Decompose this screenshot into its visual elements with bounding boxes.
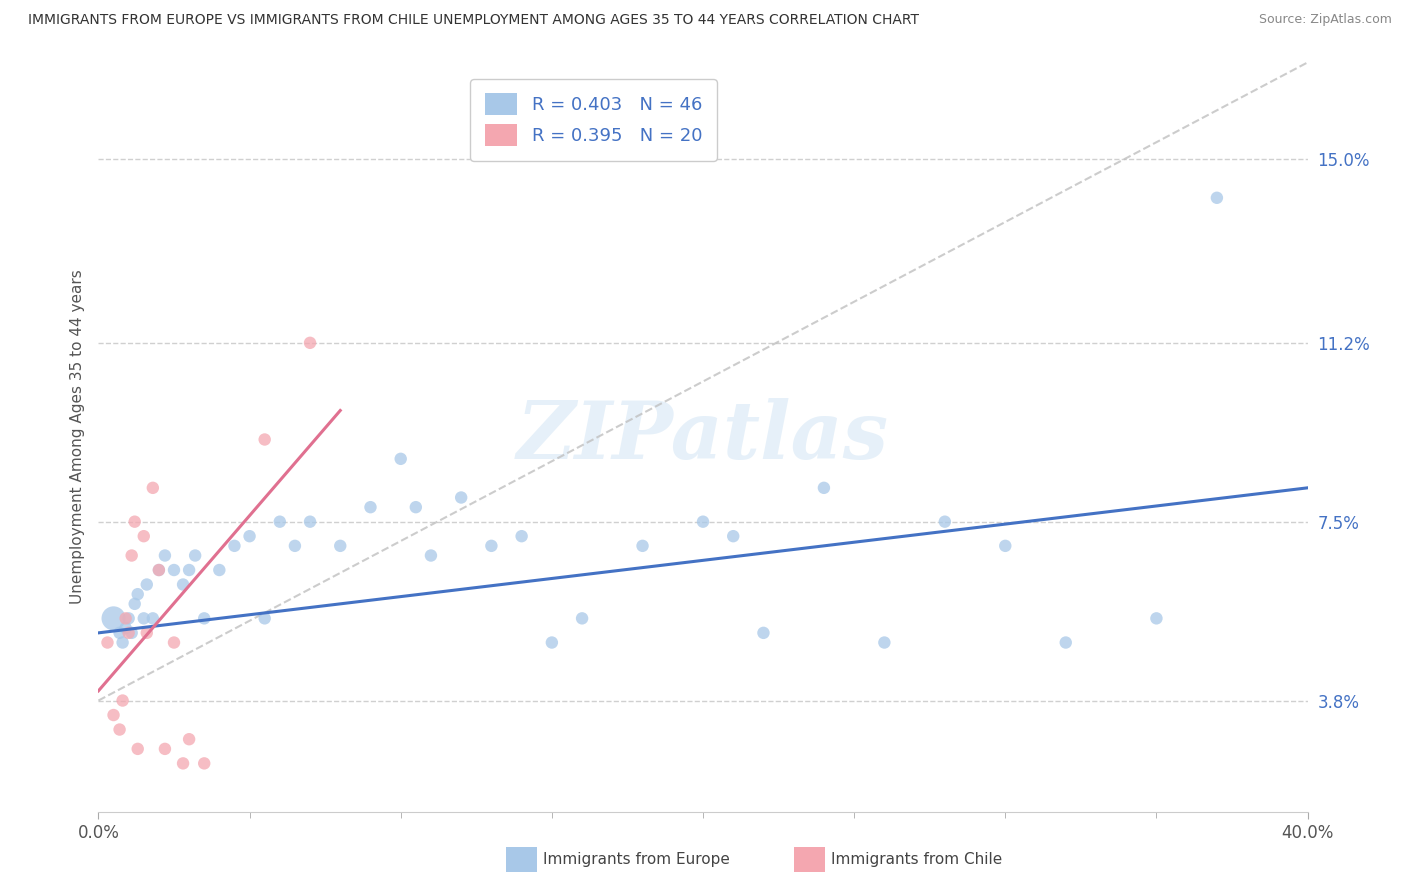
Point — [121, 549, 143, 563]
Point — [692, 515, 714, 529]
Point — [208, 563, 231, 577]
Point — [103, 708, 125, 723]
Point — [153, 742, 176, 756]
Point — [96, 635, 118, 649]
Point — [179, 732, 201, 747]
Point — [193, 611, 215, 625]
Point — [153, 549, 176, 563]
Legend: R = 0.403   N = 46, R = 0.395   N = 20: R = 0.403 N = 46, R = 0.395 N = 20 — [470, 79, 717, 161]
Point — [360, 500, 382, 515]
Point — [752, 625, 775, 640]
Y-axis label: Unemployment Among Ages 35 to 44 years: Unemployment Among Ages 35 to 44 years — [69, 269, 84, 605]
Point — [405, 500, 427, 515]
Point — [132, 611, 155, 625]
Point — [540, 635, 562, 649]
Point — [118, 611, 141, 625]
Point — [172, 577, 194, 591]
Point — [142, 611, 165, 625]
Point — [111, 635, 134, 649]
Point — [571, 611, 593, 625]
Point — [124, 597, 146, 611]
Point — [1206, 191, 1229, 205]
Point — [108, 625, 131, 640]
Point — [299, 515, 322, 529]
Text: Immigrants from Chile: Immigrants from Chile — [831, 853, 1002, 867]
Point — [481, 539, 503, 553]
Point — [873, 635, 896, 649]
Point — [1146, 611, 1168, 625]
Point — [108, 723, 131, 737]
Point — [132, 529, 155, 543]
Point — [184, 549, 207, 563]
Point — [135, 625, 157, 640]
Point — [179, 563, 201, 577]
Point — [193, 756, 215, 771]
Point — [269, 515, 291, 529]
Point — [1054, 635, 1077, 649]
Point — [510, 529, 533, 543]
Point — [253, 433, 276, 447]
Point — [299, 335, 322, 350]
Point — [450, 491, 472, 505]
Point — [329, 539, 352, 553]
Point — [631, 539, 654, 553]
Point — [163, 635, 186, 649]
Point — [127, 742, 149, 756]
Point — [239, 529, 262, 543]
Text: Source: ZipAtlas.com: Source: ZipAtlas.com — [1258, 13, 1392, 27]
Point — [124, 515, 146, 529]
Point — [813, 481, 835, 495]
Point — [224, 539, 246, 553]
Point — [420, 549, 443, 563]
Point — [284, 539, 307, 553]
Point — [142, 481, 165, 495]
Point — [163, 563, 186, 577]
Text: IMMIGRANTS FROM EUROPE VS IMMIGRANTS FROM CHILE UNEMPLOYMENT AMONG AGES 35 TO 44: IMMIGRANTS FROM EUROPE VS IMMIGRANTS FRO… — [28, 13, 920, 28]
Point — [121, 625, 143, 640]
Text: Immigrants from Europe: Immigrants from Europe — [543, 853, 730, 867]
Point — [934, 515, 956, 529]
Point — [148, 563, 170, 577]
Point — [103, 611, 125, 625]
Point — [114, 621, 136, 635]
Point — [994, 539, 1017, 553]
Text: ZIPatlas: ZIPatlas — [517, 399, 889, 475]
Point — [127, 587, 149, 601]
Point — [253, 611, 276, 625]
Point — [135, 577, 157, 591]
Point — [111, 693, 134, 707]
Point — [118, 625, 141, 640]
Point — [114, 611, 136, 625]
Point — [148, 563, 170, 577]
Point — [389, 451, 412, 466]
Point — [172, 756, 194, 771]
Point — [723, 529, 745, 543]
